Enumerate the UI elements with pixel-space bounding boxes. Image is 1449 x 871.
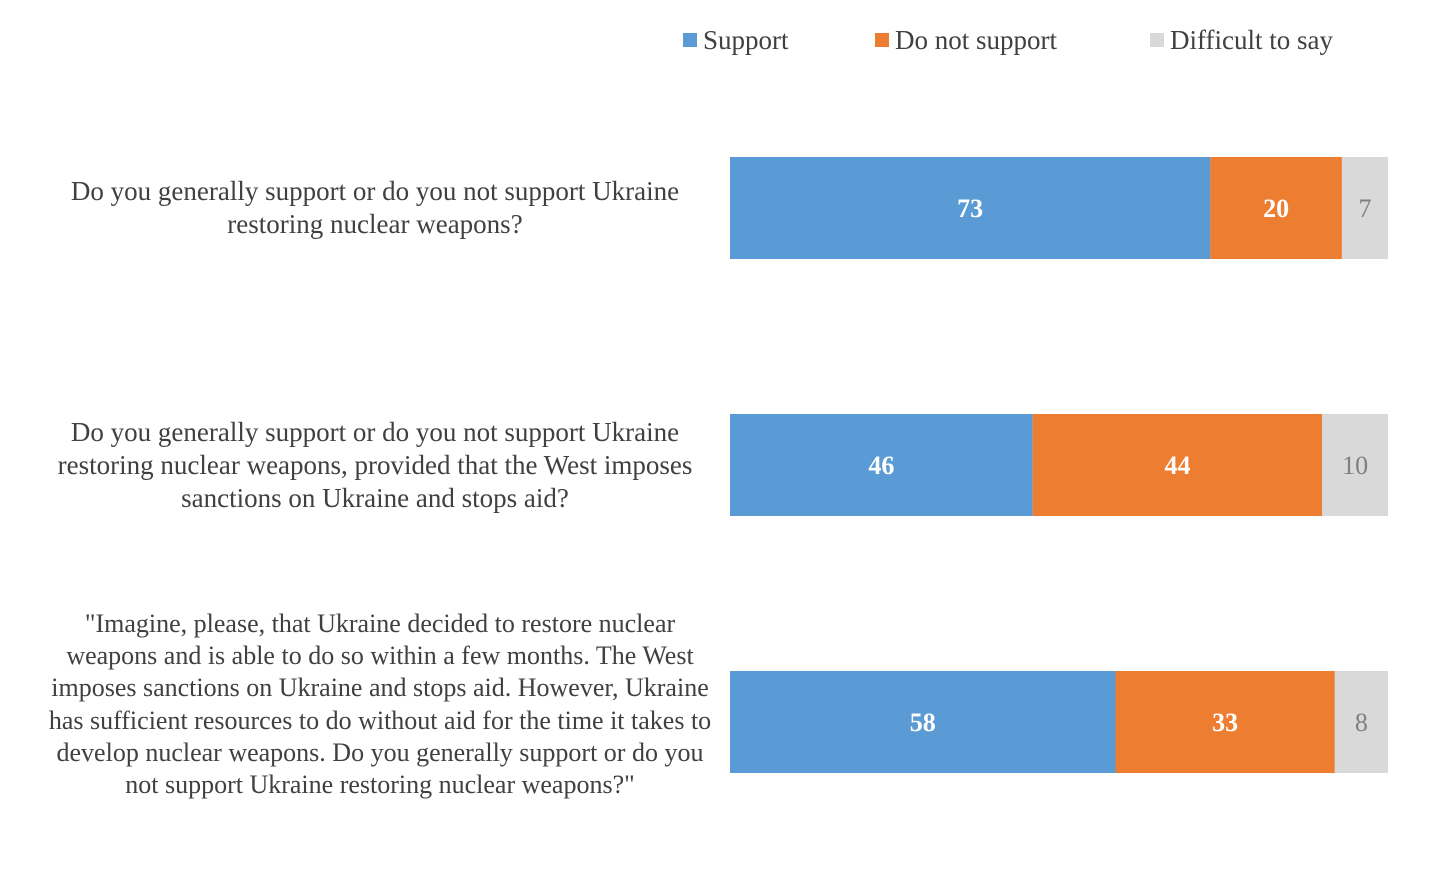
bar-segment-1-0 bbox=[730, 414, 1033, 516]
legend-label-2: Difficult to say bbox=[1170, 25, 1333, 55]
legend-swatch-1 bbox=[875, 33, 889, 47]
data-label-0-1: 20 bbox=[1263, 194, 1289, 223]
data-label-1-1: 44 bbox=[1164, 451, 1190, 480]
legend-swatch-0 bbox=[683, 33, 697, 47]
bar-segment-2-1 bbox=[1115, 671, 1335, 773]
data-label-1-2: 10 bbox=[1342, 451, 1368, 480]
legend-label-1: Do not support bbox=[895, 25, 1057, 55]
legend-label-0: Support bbox=[703, 25, 789, 55]
legend-swatch-2 bbox=[1150, 33, 1164, 47]
data-label-2-1: 33 bbox=[1212, 708, 1238, 737]
data-label-1-0: 46 bbox=[868, 451, 894, 480]
category-label-2: "Imagine, please, that Ukraine decided t… bbox=[48, 609, 712, 800]
category-label-1: Do you generally support or do you not s… bbox=[57, 416, 693, 513]
bar-segment-0-1 bbox=[1210, 157, 1342, 259]
data-label-0-2: 7 bbox=[1358, 194, 1371, 223]
data-label-0-0: 73 bbox=[957, 194, 983, 223]
bar-segment-2-2 bbox=[1334, 671, 1388, 773]
legend: Support Do not support Difficult to say bbox=[683, 25, 1333, 55]
bar-segment-1-2 bbox=[1322, 414, 1388, 516]
bar-segment-1-1 bbox=[1032, 414, 1323, 516]
bars: 73 20 7 46 44 10 58 33 8 bbox=[730, 157, 1388, 773]
data-label-2-0: 58 bbox=[910, 708, 936, 737]
bar-segment-0-2 bbox=[1341, 157, 1388, 259]
data-label-2-2: 8 bbox=[1355, 708, 1368, 737]
bar-segment-0-0 bbox=[730, 157, 1211, 259]
category-label-0: Do you generally support or do you not s… bbox=[70, 176, 680, 239]
bar-segment-2-0 bbox=[730, 671, 1116, 773]
